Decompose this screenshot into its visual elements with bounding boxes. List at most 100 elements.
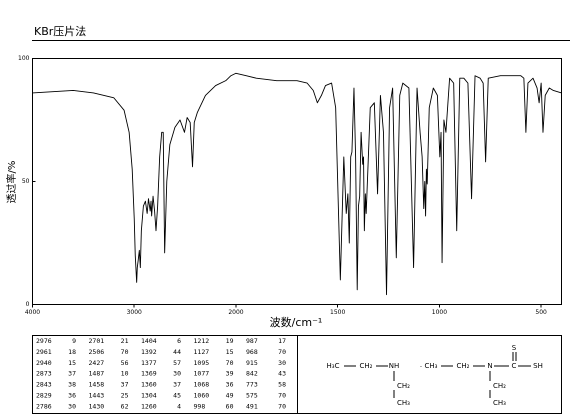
transmittance-cell: 37 <box>173 381 181 389</box>
structure-label: N <box>487 362 492 370</box>
peak-table: 2976 9 2701 21 1404 6 1212 19 987 17 2961 18 2506 70 1… <box>36 337 286 410</box>
wavenumber-cell: 2961 <box>36 348 52 356</box>
wavenumber-cell: 2829 <box>36 392 52 400</box>
transmittance-cell: 70 <box>226 359 234 367</box>
chart: 0 50 100 4000 3000 2000 1500 1000 500 <box>18 55 562 316</box>
wavenumber-cell: 2701 <box>89 337 105 345</box>
wavenumber-cell: 842 <box>246 370 258 378</box>
wavenumber-cell: 1360 <box>141 381 157 389</box>
y-axis-label: 透过率/% <box>5 161 18 204</box>
transmittance-cell: 38 <box>68 381 76 389</box>
wavenumber-cell: 2873 <box>36 370 52 378</box>
transmittance-cell: 62 <box>121 402 129 410</box>
y-tick-label: 0 <box>26 301 30 308</box>
transmittance-cell: 49 <box>226 392 234 400</box>
x-tick-label: 500 <box>535 309 547 316</box>
structure-label: H₃C <box>327 362 340 370</box>
wavenumber-cell: 1304 <box>141 392 157 400</box>
x-tick-label: 4000 <box>25 309 40 316</box>
transmittance-cell: 56 <box>121 359 129 367</box>
transmittance-cell: 30 <box>278 359 286 367</box>
transmittance-cell: 19 <box>226 337 234 345</box>
transmittance-cell: 70 <box>278 348 286 356</box>
transmittance-cell: 10 <box>121 370 129 378</box>
transmittance-cell: 30 <box>68 402 76 410</box>
wavenumber-cell: 2427 <box>89 359 105 367</box>
y-tick-label: 50 <box>22 178 30 185</box>
x-axis-label: 波数/cm⁻¹ <box>270 316 323 329</box>
x-tick-label: 1500 <box>330 309 345 316</box>
structure-label: · <box>420 363 422 371</box>
wavenumber-cell: 987 <box>246 337 258 345</box>
wavenumber-cell: 1377 <box>141 359 157 367</box>
transmittance-cell: 44 <box>173 348 181 356</box>
transmittance-cell: 6 <box>177 337 181 345</box>
wavenumber-cell: 1392 <box>141 348 157 356</box>
wavenumber-cell: 2940 <box>36 359 52 367</box>
plot-frame <box>32 58 562 305</box>
wavenumber-cell: 2506 <box>89 348 105 356</box>
wavenumber-cell: 575 <box>246 392 258 400</box>
wavenumber-cell: 1095 <box>194 359 210 367</box>
y-tick-label: 100 <box>18 55 30 62</box>
transmittance-cell: 36 <box>68 392 76 400</box>
spectrum-line <box>32 72 562 296</box>
wavenumber-cell: 1458 <box>89 381 105 389</box>
wavenumber-cell: 2843 <box>36 381 52 389</box>
wavenumber-cell: 1404 <box>141 337 157 345</box>
transmittance-cell: 57 <box>173 359 181 367</box>
transmittance-cell: 70 <box>278 402 286 410</box>
wavenumber-cell: 998 <box>194 402 206 410</box>
wavenumber-cell: 773 <box>246 381 258 389</box>
wavenumber-cell: 1260 <box>141 402 157 410</box>
transmittance-cell: 4 <box>177 402 181 410</box>
transmittance-cell: 60 <box>226 402 234 410</box>
wavenumber-cell: 2786 <box>36 402 52 410</box>
transmittance-cell: 15 <box>68 359 76 367</box>
structure-label: CH₂ <box>397 382 410 390</box>
structure-label: CH₃ <box>493 399 506 407</box>
wavenumber-cell: 968 <box>246 348 258 356</box>
transmittance-cell: 37 <box>121 381 129 389</box>
transmittance-cell: 58 <box>278 381 286 389</box>
structure-label: CH₂ <box>493 382 506 390</box>
transmittance-cell: 70 <box>278 392 286 400</box>
wavenumber-cell: 1068 <box>194 381 210 389</box>
structure-label: CH₂ <box>360 362 373 370</box>
x-tick-label: 2000 <box>228 309 243 316</box>
transmittance-cell: 25 <box>121 392 129 400</box>
transmittance-cell: 39 <box>226 370 234 378</box>
x-tick-label: 1000 <box>432 309 447 316</box>
transmittance-cell: 37 <box>68 370 76 378</box>
transmittance-cell: 70 <box>121 348 129 356</box>
wavenumber-cell: 1369 <box>141 370 157 378</box>
structure-bonds <box>344 352 531 398</box>
transmittance-cell: 43 <box>278 370 286 378</box>
wavenumber-cell: 491 <box>246 402 258 410</box>
transmittance-cell: 36 <box>226 381 234 389</box>
wavenumber-cell: 1430 <box>89 402 105 410</box>
structure-label: CH₃ <box>425 362 438 370</box>
transmittance-cell: 9 <box>72 337 76 345</box>
transmittance-cell: 30 <box>173 370 181 378</box>
transmittance-cell: 21 <box>121 337 129 345</box>
structure-label: NH <box>389 362 400 370</box>
wavenumber-cell: 1487 <box>89 370 105 378</box>
wavenumber-cell: 1060 <box>194 392 210 400</box>
structure-label: SH <box>533 362 543 370</box>
wavenumber-cell: 915 <box>246 359 258 367</box>
wavenumber-cell: 1077 <box>194 370 210 378</box>
structure-label: CH₂ <box>457 362 470 370</box>
wavenumber-cell: 1212 <box>194 337 210 345</box>
structure-label: C <box>512 362 517 370</box>
transmittance-cell: 17 <box>278 337 286 345</box>
structure-label: S <box>512 344 517 352</box>
transmittance-cell: 45 <box>173 392 181 400</box>
transmittance-cell: 18 <box>68 348 76 356</box>
wavenumber-cell: 1127 <box>194 348 210 356</box>
x-tick-label: 3000 <box>127 309 142 316</box>
chart-title: KBr压片法 <box>34 24 86 38</box>
transmittance-cell: 15 <box>226 348 234 356</box>
